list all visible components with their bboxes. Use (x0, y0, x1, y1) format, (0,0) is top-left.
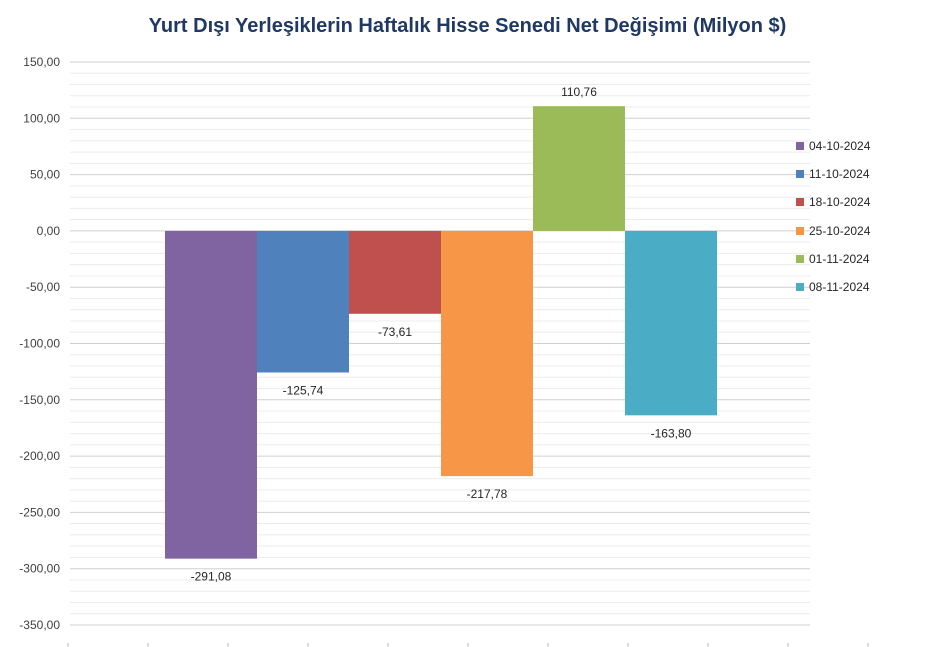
bar-08-11-2024 (625, 230, 717, 416)
legend-item: 08-11-2024 (796, 273, 870, 301)
y-tick-label: -350,00 (19, 618, 60, 632)
y-tick-label: 100,00 (23, 111, 60, 125)
y-tick-label: 150,00 (23, 55, 60, 69)
legend-item: 18-10-2024 (796, 188, 870, 216)
bar-01-11-2024 (533, 106, 625, 231)
y-tick-label: -100,00 (19, 337, 60, 351)
data-label: -217,78 (467, 487, 508, 501)
chart-title: Yurt Dışı Yerleşiklerin Haftalık Hisse S… (148, 15, 787, 37)
data-label: -73,61 (378, 325, 412, 339)
legend-label: 04-10-2024 (809, 139, 871, 154)
y-tick-label: -300,00 (19, 562, 60, 576)
y-tick-label: -50,00 (26, 280, 60, 294)
legend-swatch (796, 226, 804, 235)
legend-swatch (796, 198, 804, 207)
y-tick-label: -200,00 (19, 449, 60, 463)
legend-swatch (796, 283, 804, 292)
legend-item: 01-11-2024 (796, 245, 870, 273)
legend-swatch (796, 170, 804, 179)
chart-legend: 04-10-2024 11-10-2024 18-10-2024 25-10-2024… (796, 132, 870, 301)
legend-item: 25-10-2024 (796, 217, 870, 245)
y-tick-label: -150,00 (19, 393, 60, 407)
legend-item: 04-10-2024 (796, 132, 870, 160)
legend-label: 01-11-2024 (809, 251, 870, 266)
legend-label: 25-10-2024 (809, 223, 871, 238)
legend-label: 11-10-2024 (809, 167, 870, 182)
legend-item: 11-10-2024 (796, 160, 870, 188)
legend-label: 18-10-2024 (809, 195, 871, 210)
bar-25-10-2024 (441, 230, 533, 477)
legend-swatch (796, 254, 804, 263)
y-tick-label: -250,00 (19, 505, 60, 519)
data-label: -291,08 (191, 570, 232, 584)
data-label: -125,74 (283, 383, 324, 397)
bar-04-10-2024 (165, 230, 257, 559)
y-tick-label: 0,00 (37, 224, 61, 238)
data-label: -163,80 (651, 426, 692, 440)
data-label: 110,76 (561, 85, 597, 99)
bar-18-10-2024 (349, 230, 441, 314)
y-tick-label: 50,00 (30, 168, 60, 182)
legend-label: 08-11-2024 (809, 280, 870, 295)
legend-swatch (796, 142, 804, 151)
bar-11-10-2024 (257, 230, 349, 373)
